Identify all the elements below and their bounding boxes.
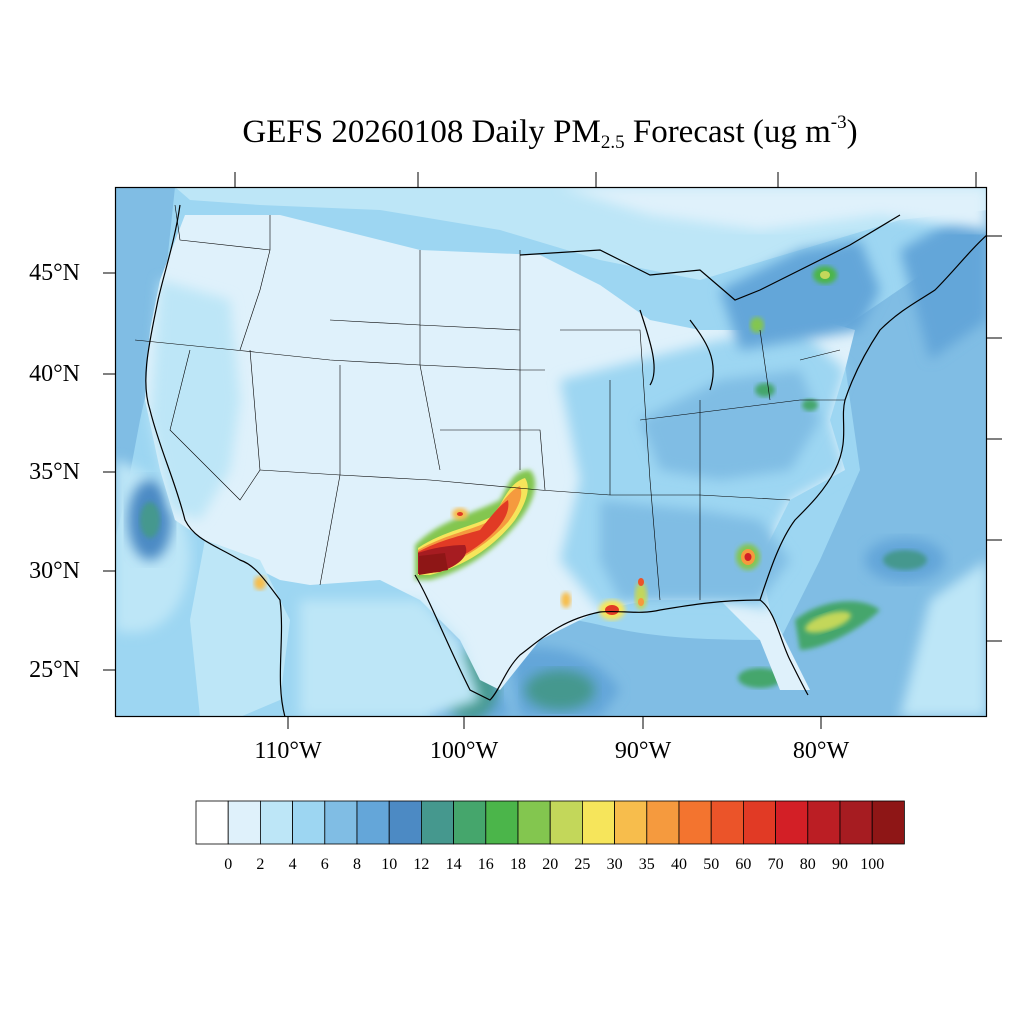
colorbar-label-15: 50 <box>703 856 720 873</box>
colorbar-swatch-9 <box>485 800 519 845</box>
colorbar-label-20: 100 <box>860 856 885 873</box>
lat-label-25n: 25°N <box>29 657 80 683</box>
colorbar-label-18: 80 <box>799 856 816 873</box>
colorbar-swatch-20 <box>839 800 873 845</box>
colorbar-swatch-5 <box>356 800 390 845</box>
colorbar-swatch-13 <box>614 800 648 845</box>
map-title: GEFS 20260108 Daily PM2.5 Forecast (ug m… <box>242 112 858 153</box>
colorbar-swatch-7 <box>420 800 454 845</box>
georgia-hotspot <box>736 544 760 570</box>
colorbar-swatch-11 <box>549 800 583 845</box>
colorbar-label-17: 70 <box>767 856 784 873</box>
colorbar-swatch-1 <box>227 800 261 845</box>
colorbar-swatch-16 <box>710 800 744 845</box>
colorbar-label-4: 8 <box>353 856 361 873</box>
axis-ticks <box>103 172 1002 729</box>
colorbar-label-2: 4 <box>288 856 297 873</box>
colorbar-label-8: 16 <box>477 856 494 873</box>
colorbar-swatch-19 <box>807 800 841 845</box>
colorbar-swatch-6 <box>388 800 422 845</box>
colorbar-swatch-17 <box>743 800 777 845</box>
oklahoma-texas-plume <box>415 470 536 580</box>
concentration-field <box>115 187 987 717</box>
colorbar-label-11: 25 <box>574 856 591 873</box>
colorbar-swatch-12 <box>582 800 616 845</box>
colorbar-swatch-3 <box>292 800 326 845</box>
lon-label-90w: 90°W <box>614 738 672 764</box>
louisiana-hotspot <box>561 578 647 620</box>
colorbar-label-6: 12 <box>413 856 430 873</box>
colorbar-label-3: 6 <box>320 856 329 873</box>
lon-label-110w: 110°W <box>254 738 322 764</box>
colorbar-swatch-10 <box>517 800 551 845</box>
colorbar-label-0: 0 <box>224 856 233 873</box>
state-borders <box>134 204 845 601</box>
colorbar-label-12: 30 <box>606 856 623 873</box>
colorbar-label-16: 60 <box>735 856 752 873</box>
colorbar-label-1: 2 <box>256 856 265 873</box>
colorbar-label-9: 18 <box>510 856 526 873</box>
lat-label-30n: 30°N <box>29 558 80 584</box>
colorbar-swatch-21 <box>871 800 905 845</box>
colorbar-swatch-0 <box>195 800 229 845</box>
colorbar-label-7: 14 <box>445 856 462 873</box>
colorbar-label-5: 10 <box>381 856 398 873</box>
colorbar <box>195 800 905 845</box>
colorbar-swatch-2 <box>259 800 293 845</box>
colorbar-swatch-4 <box>324 800 358 845</box>
colorbar-swatch-18 <box>775 800 809 845</box>
colorbar-swatch-8 <box>453 800 487 845</box>
colorbar-label-13: 35 <box>638 856 655 873</box>
colorbar-label-10: 20 <box>542 856 559 873</box>
map-frame <box>114 186 988 718</box>
lon-label-100w: 100°W <box>429 738 499 764</box>
lon-label-80w: 80°W <box>792 738 850 764</box>
lat-label-35n: 35°N <box>29 459 80 485</box>
colorbar-label-19: 90 <box>832 856 848 873</box>
lat-label-40n: 40°N <box>29 361 80 387</box>
lat-label-45n: 45°N <box>29 260 80 286</box>
colorbar-label-14: 40 <box>671 856 687 873</box>
colorbar-swatch-15 <box>678 800 712 845</box>
colorbar-swatch-14 <box>646 800 680 845</box>
